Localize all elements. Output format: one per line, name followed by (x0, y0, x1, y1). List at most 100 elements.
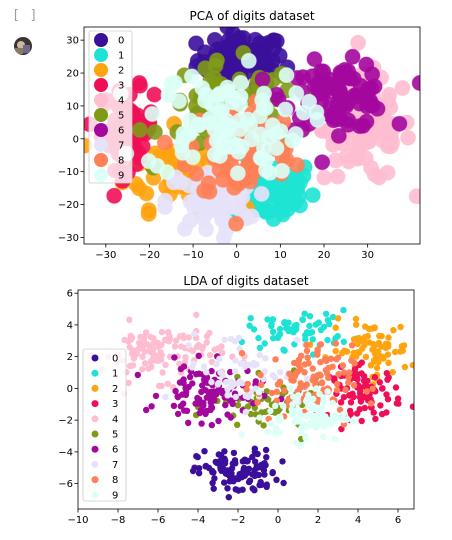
x-tick-label: −10 (67, 515, 88, 526)
point-1 (317, 326, 325, 334)
point-6 (176, 379, 184, 386)
x-tick-label: −10 (183, 250, 204, 261)
point-0 (193, 453, 200, 460)
point-0 (241, 456, 248, 463)
point-3 (363, 382, 370, 390)
point-3 (347, 410, 355, 418)
point-8 (238, 350, 246, 357)
point-2 (389, 369, 396, 376)
legend-label-8: 8 (112, 475, 118, 486)
point-7 (185, 342, 192, 349)
point-4 (203, 339, 210, 346)
point-4 (206, 352, 214, 359)
point-6 (391, 115, 408, 132)
legend-marker-4 (94, 93, 108, 107)
point-1 (329, 313, 337, 321)
point-1 (304, 187, 321, 204)
legend-label-0: 0 (118, 36, 124, 47)
point-9 (279, 402, 287, 410)
point-9 (324, 388, 331, 395)
point-7 (277, 369, 284, 376)
point-9 (272, 402, 279, 410)
point-4 (162, 361, 169, 369)
point-1 (280, 346, 287, 353)
point-2 (332, 347, 339, 355)
point-3 (377, 402, 384, 409)
point-8 (297, 365, 304, 373)
point-4 (185, 334, 192, 341)
point-9 (290, 393, 297, 400)
legend-marker-0 (91, 354, 99, 362)
point-0 (210, 485, 217, 492)
point-0 (226, 478, 233, 485)
point-2 (354, 340, 361, 347)
point-9 (340, 416, 347, 424)
point-9 (274, 416, 282, 423)
point-8 (268, 389, 276, 397)
point-4 (153, 353, 161, 360)
legend-marker-6 (91, 445, 99, 453)
point-4 (199, 343, 206, 351)
point-8 (342, 386, 349, 393)
legend-marker-0 (94, 33, 108, 47)
legend-marker-3 (91, 400, 99, 408)
point-4 (129, 362, 137, 369)
point-6 (172, 387, 179, 395)
point-4 (171, 343, 179, 350)
point-8 (156, 134, 173, 151)
point-7 (214, 381, 222, 388)
point-7 (256, 351, 263, 359)
point-1 (309, 336, 316, 343)
point-5 (208, 52, 225, 69)
point-9 (331, 435, 339, 443)
y-tick-label: 0 (67, 384, 73, 395)
point-6 (180, 400, 187, 407)
plot-frame (83, 26, 421, 245)
point-4 (158, 382, 165, 390)
point-8 (318, 379, 326, 387)
point-1 (264, 316, 271, 323)
point-8 (336, 406, 344, 413)
point-9 (310, 395, 317, 403)
point-6 (186, 373, 194, 381)
point-8 (243, 386, 250, 393)
point-7 (200, 363, 208, 370)
point-7 (243, 208, 260, 225)
point-3 (358, 417, 365, 425)
point-8 (301, 361, 308, 368)
point-4 (141, 360, 149, 367)
point-0 (254, 464, 261, 471)
point-3 (358, 359, 365, 366)
point-8 (201, 183, 218, 200)
point-7 (236, 378, 244, 385)
data-points (84, 27, 420, 244)
point-9 (224, 94, 241, 111)
point-9 (298, 424, 305, 432)
chart-0: PCA of digits dataset−30 −20 −10 0 10 20 30−30… (58, 9, 421, 261)
point-0 (211, 475, 218, 482)
point-8 (327, 355, 335, 362)
point-0 (195, 470, 203, 477)
point-6 (183, 388, 190, 396)
point-0 (230, 449, 238, 457)
legend-label-1: 1 (112, 369, 118, 380)
point-8 (325, 374, 332, 381)
legend-marker-2 (94, 63, 108, 77)
point-2 (350, 336, 358, 343)
point-8 (284, 401, 291, 408)
point-1 (340, 338, 347, 345)
point-3 (394, 395, 402, 402)
point-9 (242, 117, 259, 134)
point-3 (360, 377, 368, 385)
point-9 (267, 125, 284, 142)
point-8 (329, 363, 336, 370)
point-9 (258, 162, 274, 179)
point-5 (234, 402, 242, 409)
point-0 (201, 448, 208, 455)
point-9 (268, 140, 285, 157)
point-9 (268, 420, 275, 427)
y-tick-label: −2 (58, 416, 73, 427)
legend-label-9: 9 (118, 171, 124, 182)
point-9 (238, 431, 245, 438)
point-2 (367, 362, 375, 369)
